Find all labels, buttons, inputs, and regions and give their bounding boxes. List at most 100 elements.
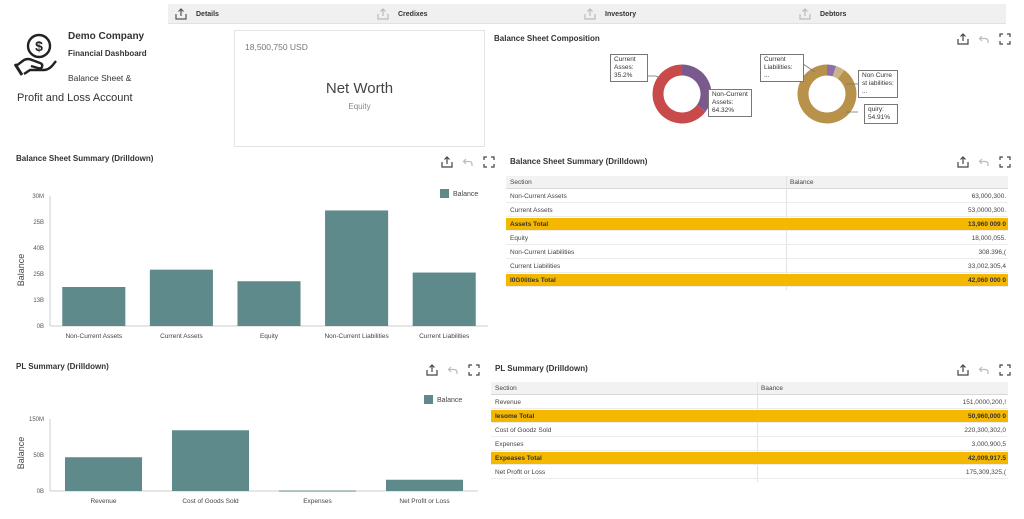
table-row[interactable]: Iesome Total 50,960,000 0 <box>491 410 1008 423</box>
cell-section: Net Proflt or Loss <box>495 468 546 476</box>
callout-value: 54.91% <box>868 114 891 121</box>
expand-icon[interactable] <box>999 156 1011 168</box>
expand-icon[interactable] <box>999 364 1011 376</box>
table-row[interactable]: Current Assets 53,0000,300. <box>506 204 1008 217</box>
undo-icon[interactable] <box>462 156 474 168</box>
export-icon[interactable] <box>583 7 597 21</box>
callout-noncurrent-liabilities: Non Curre st iabilities: ... <box>858 70 898 98</box>
col-header-balance: Baance <box>761 384 784 392</box>
column-separator <box>786 176 787 290</box>
pl-table: Section Baance Revenue 151,0000,200,! Ieso… <box>491 382 1008 482</box>
cell-balance: 308.396,( <box>978 248 1006 256</box>
table-row[interactable]: Non-Current Liabilities 308.396,( <box>506 246 1008 259</box>
svg-text:$: $ <box>35 38 43 54</box>
export-icon[interactable] <box>798 7 812 21</box>
bar[interactable] <box>64 457 143 491</box>
donut-segment[interactable] <box>652 64 706 124</box>
x-tick-label: Expenses <box>303 498 332 505</box>
bs-chart-toolbar <box>441 156 495 168</box>
export-icon[interactable] <box>957 156 969 168</box>
cell-balance: 151,0000,200,! <box>962 398 1006 406</box>
expand-icon[interactable] <box>483 156 495 168</box>
table-row[interactable]: Equity 18,000,055. <box>506 232 1008 245</box>
y-tick-label: 25B <box>33 272 44 278</box>
y-tick-label: 0B <box>37 324 44 330</box>
y-tick-label: 13B <box>33 298 44 304</box>
export-icon[interactable] <box>376 7 390 21</box>
subtitle-line1: Balance Sheet & <box>68 73 132 83</box>
table-row[interactable]: Current Liabilities 33,002,305,4 <box>506 260 1008 273</box>
cell-balance: 3,000,900,5 <box>971 440 1006 448</box>
donut-segment[interactable] <box>797 64 857 124</box>
export-icon[interactable] <box>426 364 438 376</box>
bar[interactable] <box>149 269 213 326</box>
pl-chart-toolbar <box>426 364 480 376</box>
callout-label: Non Curre st iabilities: <box>862 72 894 87</box>
x-tick-label: Equity <box>260 333 279 340</box>
table-header: Section Balance <box>506 176 1008 189</box>
tab-investory[interactable]: Investory <box>583 4 636 24</box>
table-row[interactable]: Non-Current Assets 63,000,300. <box>506 190 1008 203</box>
undo-icon[interactable] <box>447 364 459 376</box>
subtitle-line2: Profit and Loss Account <box>17 92 133 104</box>
x-tick-label: Cost of Goods Sold <box>182 498 239 505</box>
dashboard-title: Financial Dashboard <box>68 49 147 58</box>
bar[interactable] <box>412 272 476 326</box>
cell-balance: 50,960,000 0 <box>968 412 1006 420</box>
bar[interactable] <box>62 287 126 326</box>
table-header: Section Baance <box>491 382 1008 395</box>
undo-icon[interactable] <box>978 156 990 168</box>
expand-icon[interactable] <box>999 33 1011 45</box>
bar[interactable] <box>171 430 250 491</box>
money-hand-icon: $ <box>13 30 58 78</box>
tab-credixes[interactable]: Credixes <box>376 4 428 24</box>
x-tick-label: Non-Current Liabilities <box>324 333 389 340</box>
bs-chart-title: Balance Sheet Summary (Drilldown) <box>16 154 154 163</box>
donut-segment[interactable] <box>832 65 845 80</box>
table-row[interactable]: Revenue 151,0000,200,! <box>491 396 1008 409</box>
cell-section: Expeases Total <box>495 454 542 462</box>
company-name: Demo Company <box>68 31 145 42</box>
tab-debtors[interactable]: Debtors <box>798 4 846 24</box>
bar[interactable] <box>385 479 464 491</box>
y-tick-label: 150M <box>29 417 44 423</box>
callout-current-liabilities: Current Liabilities: ... <box>760 54 804 82</box>
expand-icon[interactable] <box>468 364 480 376</box>
cell-balance: 63,000,300. <box>971 192 1006 200</box>
x-tick-label: Non-Current Assets <box>65 333 122 340</box>
table-row[interactable]: I0G0lities Total 42,060 000 0 <box>506 274 1008 287</box>
undo-icon[interactable] <box>978 364 990 376</box>
cell-balance: 53,0000,300. <box>968 206 1006 214</box>
export-icon[interactable] <box>957 33 969 45</box>
table-row[interactable]: Cost of Goodz Sold 220,300,302,0 <box>491 424 1008 437</box>
bar[interactable] <box>237 281 301 326</box>
legend-swatch <box>424 395 433 404</box>
callout-value: ... <box>862 88 868 95</box>
bar[interactable] <box>278 490 357 492</box>
undo-icon[interactable] <box>978 33 990 45</box>
cell-balance: 175,309,325,( <box>965 468 1006 476</box>
pl-table-toolbar <box>957 364 1011 376</box>
export-icon[interactable] <box>957 364 969 376</box>
x-tick-label: Net Profit or Loss <box>399 498 450 505</box>
table-row[interactable]: Expeases Total 42,009,917.5 <box>491 452 1008 465</box>
table-row[interactable]: Expenses 3,000,900,5 <box>491 438 1008 451</box>
bar[interactable] <box>325 210 389 326</box>
donut-segment[interactable] <box>681 64 712 112</box>
callout-value: 35.2% <box>614 72 633 79</box>
table-row[interactable]: Assets Total 13,960 009 0 <box>506 218 1008 231</box>
donut-segment[interactable] <box>826 64 837 77</box>
callout-noncurrent-assets: Non-Current Assets: 64.32% <box>708 89 752 117</box>
callout-label: quiry: <box>868 106 884 113</box>
liabilities-donut <box>797 64 857 124</box>
cell-balance: 42,009,917.5 <box>968 454 1006 462</box>
export-icon[interactable] <box>174 7 188 21</box>
y-axis-label: Balance <box>16 437 26 470</box>
legend-label: Balance <box>437 397 462 404</box>
export-icon[interactable] <box>441 156 453 168</box>
table-row[interactable]: Net Proflt or Loss 175,309,325,( <box>491 466 1008 479</box>
tab-details[interactable]: Details <box>174 4 219 24</box>
x-tick-label: Revenue <box>90 498 116 505</box>
net-worth-title: Net Worth <box>325 80 394 97</box>
bs-table-title: Balance Sheet Summary (Drilldown) <box>510 157 648 166</box>
